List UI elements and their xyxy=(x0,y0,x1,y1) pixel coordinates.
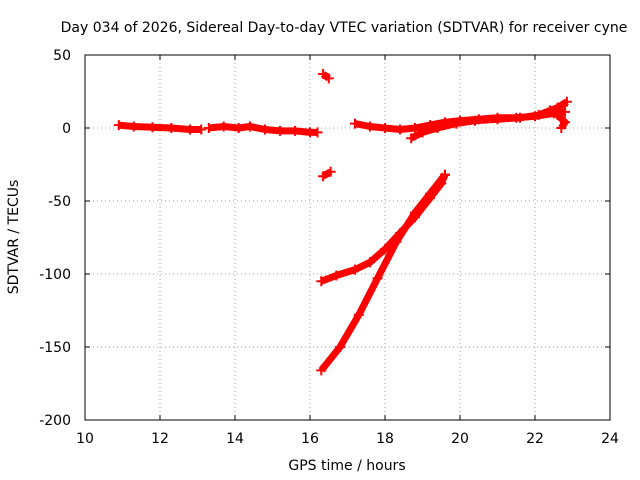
data-point xyxy=(323,73,334,84)
data-point xyxy=(218,121,229,132)
data-point xyxy=(432,123,443,133)
data-point xyxy=(406,133,417,144)
y-tick-label: -100 xyxy=(39,267,71,283)
x-tick-label: 20 xyxy=(451,431,469,447)
data-point xyxy=(515,112,525,123)
data-point xyxy=(451,118,462,129)
data-point xyxy=(372,273,383,284)
data-series xyxy=(113,69,572,376)
data-point xyxy=(545,105,555,116)
data-point xyxy=(470,115,480,126)
y-tick-label: -50 xyxy=(48,194,71,210)
x-tick-label: 18 xyxy=(376,431,394,447)
data-point xyxy=(417,127,428,138)
data-point xyxy=(425,188,435,199)
data-point xyxy=(561,96,572,107)
data-point xyxy=(312,127,323,138)
data-point xyxy=(391,236,402,247)
data-point xyxy=(560,106,570,117)
x-tick-label: 16 xyxy=(301,431,319,447)
x-tick-label: 24 xyxy=(601,431,619,447)
series-arc-9 xyxy=(318,172,448,373)
data-point xyxy=(316,365,327,376)
axis-ticks xyxy=(84,54,611,421)
x-axis-label: GPS time / hours xyxy=(288,458,405,474)
data-point xyxy=(556,123,567,133)
y-tick-label: 0 xyxy=(62,121,71,137)
data-point xyxy=(380,244,390,255)
data-point xyxy=(245,121,255,132)
data-point xyxy=(166,123,177,133)
series-arc-7 xyxy=(548,107,569,130)
plot-frame xyxy=(84,54,611,421)
data-point xyxy=(260,124,270,135)
data-point xyxy=(318,69,329,79)
data-point xyxy=(552,109,563,120)
data-point xyxy=(350,118,360,129)
data-point xyxy=(395,124,405,135)
grid-lines xyxy=(85,55,610,420)
x-tick-labels: 10 12 14 16 18 20 22 24 xyxy=(76,431,619,447)
data-point xyxy=(560,117,570,128)
data-point xyxy=(365,257,375,268)
data-point xyxy=(533,109,544,120)
data-point xyxy=(325,166,336,177)
y-tick-label: -200 xyxy=(39,413,71,429)
data-point xyxy=(147,122,158,133)
data-point xyxy=(335,342,345,352)
y-axis-label: SDTVAR / TECUs xyxy=(6,180,22,295)
data-point xyxy=(440,169,450,180)
data-point xyxy=(353,309,364,320)
data-point xyxy=(233,123,244,133)
chart-title: Day 034 of 2026, Sidereal Day-to-day VTE… xyxy=(61,20,628,36)
data-point xyxy=(331,270,342,281)
data-point xyxy=(290,125,300,136)
data-point xyxy=(128,121,139,132)
data-point xyxy=(365,121,375,132)
x-tick-label: 10 xyxy=(76,431,94,447)
data-point xyxy=(318,171,329,182)
x-tick-label: 12 xyxy=(151,431,169,447)
y-tick-label: -150 xyxy=(39,340,71,356)
data-point xyxy=(350,264,360,275)
data-point xyxy=(196,124,207,135)
data-point xyxy=(380,123,390,133)
series-arc-6 xyxy=(409,98,569,142)
x-tick-label: 22 xyxy=(526,431,544,447)
data-point xyxy=(410,123,420,133)
data-point xyxy=(203,123,214,133)
data-point xyxy=(113,120,124,131)
data-point xyxy=(492,114,503,125)
data-point xyxy=(275,125,285,136)
y-tick-label: 50 xyxy=(53,48,71,64)
y-tick-labels: 50 0 -50 -100 -150 -200 xyxy=(39,48,71,429)
data-point xyxy=(410,207,420,218)
x-tick-label: 14 xyxy=(226,431,244,447)
data-point xyxy=(185,124,195,135)
data-point xyxy=(316,276,327,287)
